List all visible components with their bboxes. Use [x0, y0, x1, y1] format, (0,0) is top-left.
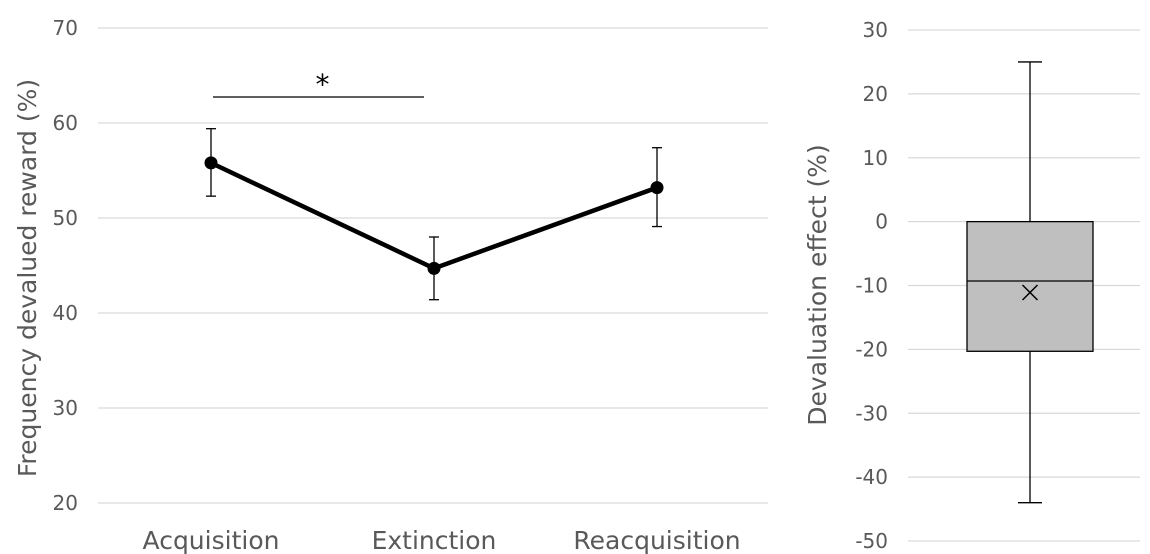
significance-star: * [316, 68, 330, 101]
box-chart: -50 -40 -30 -20 -10 0 10 20 30 Devaluation effec… [803, 18, 1140, 553]
data-point [650, 181, 664, 195]
y-tick-label: 0 [875, 210, 888, 234]
data-point [427, 261, 441, 275]
x-tick-label: Acquisition [143, 526, 280, 554]
data-point [204, 156, 218, 170]
x-tick-label: Reacquisition [573, 526, 740, 554]
y-tick-label: -50 [855, 529, 888, 553]
box-chart-y-axis-title: Devaluation effect (%) [803, 144, 832, 425]
y-tick-label: 20 [863, 82, 888, 106]
line-chart-gridlines [98, 27, 768, 504]
line-chart: 20 30 40 50 60 70 Acquisition Extinction Reacqu… [13, 16, 768, 554]
mean-marker-stroke [1021, 284, 1039, 301]
y-tick-label: -40 [855, 465, 888, 489]
mean-marker [1021, 284, 1039, 301]
y-tick-label: -20 [855, 337, 888, 361]
y-tick-label: 50 [53, 206, 78, 230]
box-chart-y-tick-labels: -50 -40 -30 -20 -10 0 10 20 30 [855, 18, 888, 553]
y-tick-label: -10 [855, 274, 888, 298]
line-chart-y-axis-title: Frequency devalued reward (%) [13, 79, 42, 477]
y-tick-label: 60 [53, 111, 78, 135]
line-chart-y-tick-labels: 20 30 40 50 60 70 [53, 16, 78, 515]
y-tick-label: 10 [863, 146, 888, 170]
line-chart-points [204, 156, 664, 275]
y-tick-label: 20 [53, 491, 78, 515]
y-tick-label: 70 [53, 16, 78, 40]
y-tick-label: 30 [53, 396, 78, 420]
y-tick-label: 30 [863, 18, 888, 42]
y-tick-label: -30 [855, 401, 888, 425]
x-tick-label: Extinction [372, 526, 497, 554]
box-plot [966, 61, 1094, 504]
line-chart-x-tick-labels: Acquisition Extinction Reacquisition [143, 526, 741, 554]
box-iqr [966, 220, 1094, 352]
y-tick-label: 40 [53, 301, 78, 325]
significance-annotation: * [213, 68, 424, 101]
